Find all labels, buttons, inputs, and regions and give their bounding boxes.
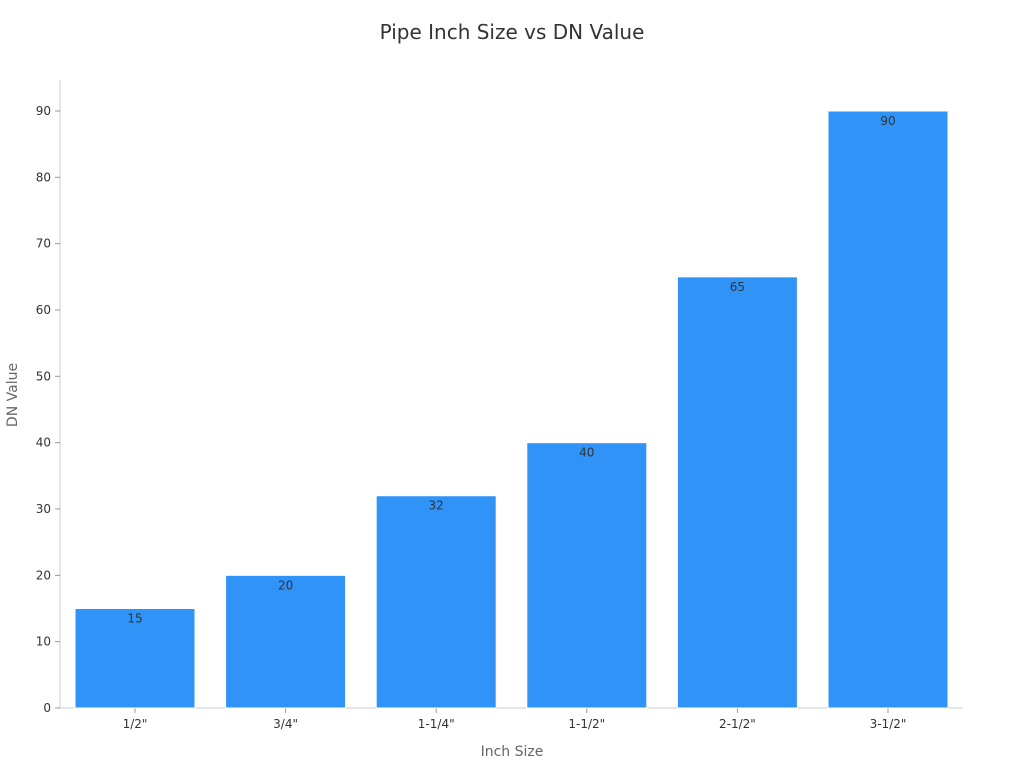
y-tick-label: 20 bbox=[36, 568, 51, 582]
y-tick-label: 80 bbox=[36, 170, 51, 184]
y-tick-label: 90 bbox=[36, 104, 51, 118]
y-tick-label: 30 bbox=[36, 502, 51, 516]
y-tick-label: 70 bbox=[36, 237, 51, 251]
data-label: 15 bbox=[127, 612, 142, 626]
x-tick-label: 1-1/2" bbox=[568, 717, 605, 731]
y-tick-label: 60 bbox=[36, 303, 51, 317]
x-tick-label: 3-1/2" bbox=[870, 717, 907, 731]
data-labels: 15 20 32 40 65 90 bbox=[127, 114, 895, 626]
bar bbox=[74, 608, 196, 709]
data-label: 32 bbox=[429, 499, 444, 513]
x-tick-label: 2-1/2" bbox=[719, 717, 756, 731]
x-axis: 1/2" 3/4" 1-1/4" 1-1/2" 2-1/2" 3-1/2" bbox=[60, 707, 963, 731]
y-tick-label: 50 bbox=[36, 369, 51, 383]
data-label: 40 bbox=[579, 446, 594, 460]
bars bbox=[74, 110, 949, 709]
data-label: 90 bbox=[880, 114, 895, 128]
x-tick-label: 3/4" bbox=[273, 717, 298, 731]
x-tick-label: 1/2" bbox=[123, 717, 148, 731]
y-tick-label: 40 bbox=[36, 436, 51, 450]
y-axis-title: DN Value bbox=[5, 363, 21, 427]
data-label: 20 bbox=[278, 578, 293, 592]
y-tick-label: 10 bbox=[36, 635, 51, 649]
bar bbox=[375, 495, 497, 709]
x-axis-title: Inch Size bbox=[481, 744, 544, 760]
bar bbox=[676, 276, 798, 709]
chart-title: Pipe Inch Size vs DN Value bbox=[379, 20, 645, 44]
x-tick-label: 1-1/4" bbox=[418, 717, 455, 731]
y-axis: 0 10 20 30 40 50 60 70 80 90 bbox=[36, 80, 61, 715]
bar bbox=[225, 574, 347, 709]
y-tick-label: 0 bbox=[43, 701, 51, 715]
bar bbox=[827, 110, 949, 709]
bar bbox=[526, 442, 648, 709]
data-label: 65 bbox=[730, 280, 745, 294]
